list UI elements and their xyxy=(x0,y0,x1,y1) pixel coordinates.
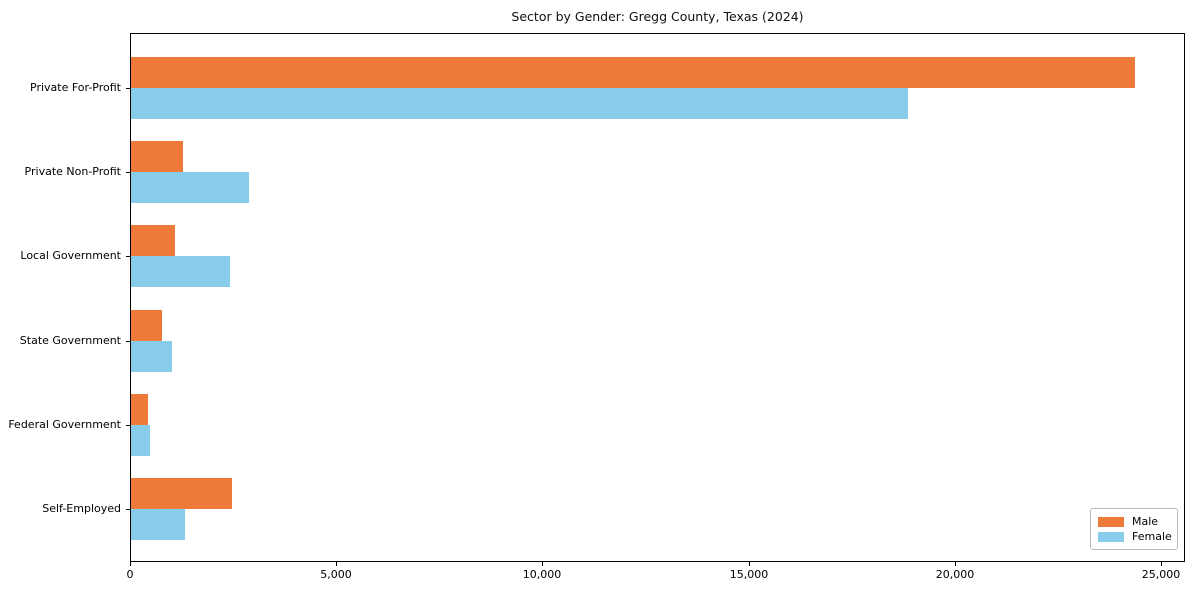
x-tick-label: 20,000 xyxy=(935,568,975,581)
x-tick-label: 5,000 xyxy=(320,568,352,581)
bar-female-self-employed xyxy=(131,509,185,540)
bar-male-state-government xyxy=(131,309,162,341)
legend-entry-female: Female xyxy=(1098,529,1177,544)
bar-female-federal-government xyxy=(131,424,150,456)
bar-male-self-employed xyxy=(131,478,232,509)
x-tick-label: 15,000 xyxy=(729,568,769,581)
x-tick-mark xyxy=(130,562,131,566)
legend-swatch-female xyxy=(1098,531,1124,542)
bar-male-private-non-profit xyxy=(131,141,183,173)
x-tick-mark xyxy=(542,562,543,566)
bar-female-local-government xyxy=(131,256,230,288)
y-tick-mark xyxy=(126,88,130,89)
y-tick-label: Private For-Profit xyxy=(30,81,121,94)
bar-female-private-for-profit xyxy=(131,88,908,119)
x-tick-mark xyxy=(749,562,750,566)
legend-swatch-male xyxy=(1098,516,1124,527)
x-tick-mark xyxy=(1161,562,1162,566)
bar-female-private-non-profit xyxy=(131,172,249,204)
bar-male-private-for-profit xyxy=(131,57,1135,88)
x-tick-label: 10,000 xyxy=(522,568,562,581)
legend-entry-male: Male xyxy=(1098,514,1177,529)
legend-label-female: Female xyxy=(1132,530,1172,543)
x-tick-label: 0 xyxy=(126,568,134,581)
y-tick-label: Private Non-Profit xyxy=(24,165,121,178)
y-tick-mark xyxy=(126,256,130,257)
y-tick-mark xyxy=(126,425,130,426)
y-tick-label: Local Government xyxy=(20,249,121,262)
plot-area xyxy=(130,33,1185,562)
legend: Male Female xyxy=(1090,508,1178,550)
y-tick-mark xyxy=(126,172,130,173)
y-tick-mark xyxy=(126,509,130,510)
x-tick-label: 25,000 xyxy=(1141,568,1181,581)
bar-male-local-government xyxy=(131,225,175,257)
bar-male-federal-government xyxy=(131,393,148,425)
x-tick-mark xyxy=(955,562,956,566)
y-tick-label: State Government xyxy=(19,334,121,347)
x-tick-mark xyxy=(336,562,337,566)
y-tick-label: Federal Government xyxy=(8,418,121,431)
legend-label-male: Male xyxy=(1132,515,1159,528)
y-tick-mark xyxy=(126,341,130,342)
chart-title: Sector by Gender: Gregg County, Texas (2… xyxy=(511,9,804,24)
bar-female-state-government xyxy=(131,340,172,372)
y-tick-label: Self-Employed xyxy=(42,502,121,515)
